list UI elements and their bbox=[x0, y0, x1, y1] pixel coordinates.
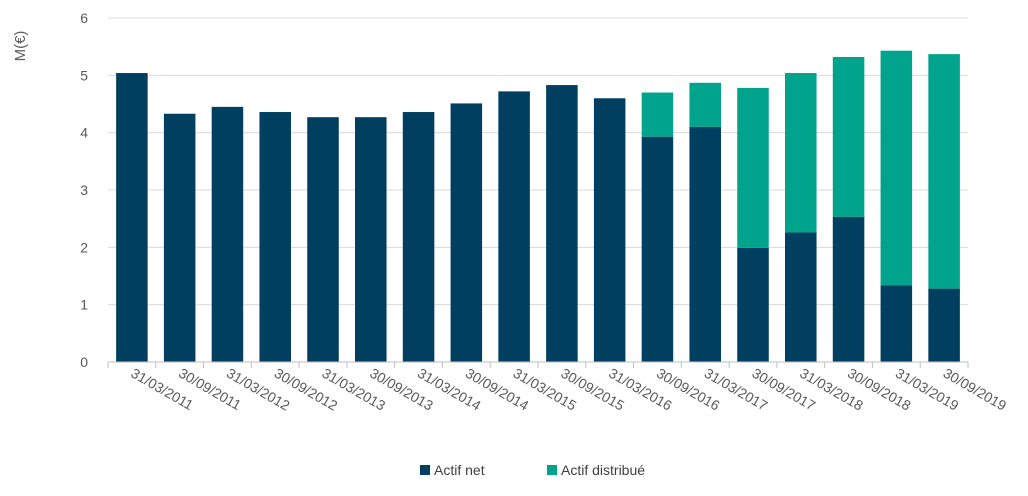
axes bbox=[107, 361, 969, 368]
bar-actif-distribue bbox=[832, 56, 865, 217]
y-tick-label: 3 bbox=[80, 182, 88, 198]
bar-actif-net bbox=[211, 106, 244, 362]
bar-actif-net bbox=[307, 117, 339, 362]
bar-actif-net bbox=[546, 85, 578, 362]
bars bbox=[116, 50, 960, 363]
legend-label: Actif distribué bbox=[561, 462, 645, 478]
legend: Actif net Actif distribué bbox=[420, 462, 645, 478]
bar-actif-net bbox=[450, 103, 483, 362]
gridlines bbox=[108, 17, 968, 306]
bar-actif-net bbox=[355, 117, 387, 362]
bar-actif-net bbox=[880, 285, 913, 362]
bar-actif-net bbox=[593, 98, 626, 363]
y-tick-label: 0 bbox=[80, 354, 88, 370]
y-tick-label: 1 bbox=[80, 297, 88, 313]
bar-actif-net bbox=[928, 288, 960, 362]
bar-actif-net bbox=[498, 91, 530, 363]
bar-actif-net bbox=[737, 247, 769, 362]
bar-actif-distribue bbox=[689, 82, 721, 127]
y-tick-labels: 0 1 2 3 4 5 6 bbox=[80, 10, 88, 370]
bar-actif-distribue bbox=[641, 92, 674, 137]
y-tick-label: 4 bbox=[80, 125, 88, 141]
bar-actif-net bbox=[641, 136, 674, 362]
bar-actif-net bbox=[785, 232, 817, 362]
y-axis-label: M(€) bbox=[12, 31, 29, 62]
bar-actif-net bbox=[402, 112, 435, 362]
bar-actif-net bbox=[163, 113, 196, 362]
bar-actif-distribue bbox=[737, 87, 769, 248]
bar-actif-net bbox=[832, 216, 865, 362]
bar-actif-distribue bbox=[928, 54, 960, 289]
legend-label: Actif net bbox=[434, 462, 485, 478]
y-tick-label: 5 bbox=[80, 67, 88, 83]
bar-actif-distribue bbox=[785, 73, 817, 233]
bar-actif-net bbox=[689, 126, 721, 362]
bar-actif-distribue bbox=[880, 50, 913, 286]
bar-actif-net bbox=[259, 112, 291, 362]
bar-actif-net bbox=[116, 73, 148, 362]
legend-swatch bbox=[547, 465, 557, 475]
y-tick-label: 2 bbox=[80, 239, 88, 255]
legend-swatch bbox=[420, 465, 430, 475]
y-tick-label: 6 bbox=[80, 10, 88, 26]
x-tick-labels: 31/03/201130/09/201131/03/201230/09/2012… bbox=[128, 365, 1009, 414]
